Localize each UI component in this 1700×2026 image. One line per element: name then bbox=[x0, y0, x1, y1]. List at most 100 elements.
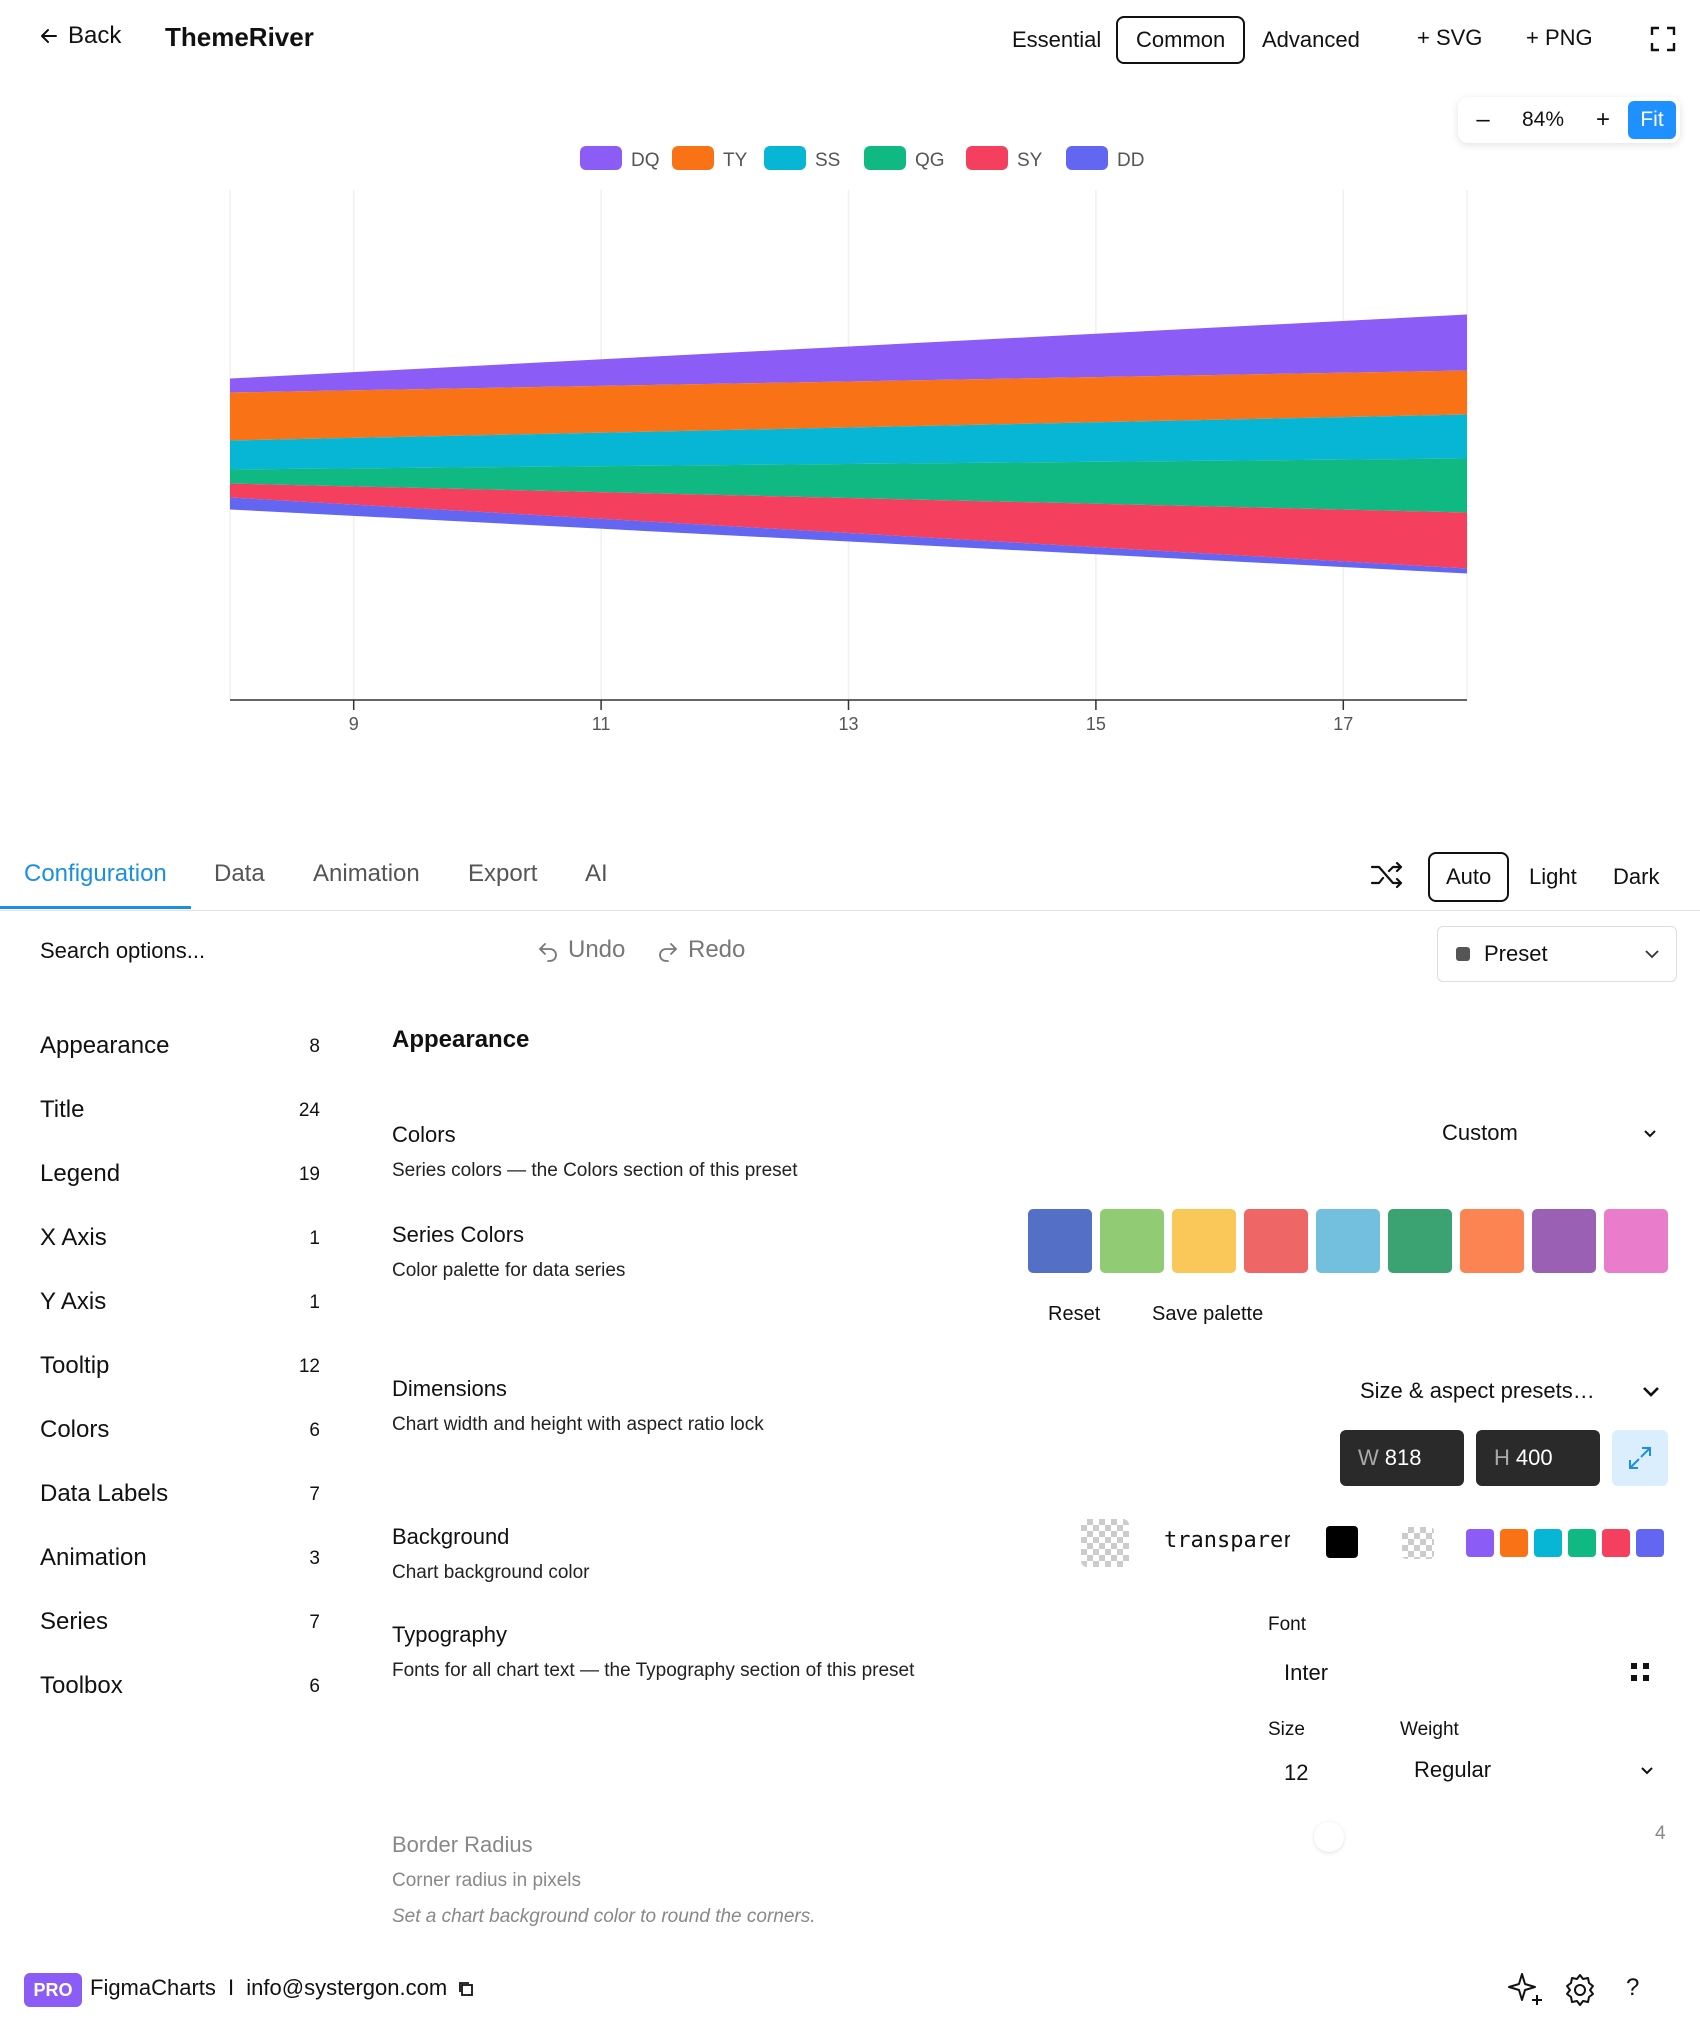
series-layer-sy[interactable] bbox=[230, 483, 1467, 569]
legend-swatch-sy[interactable] bbox=[966, 146, 1008, 170]
background-swatch[interactable] bbox=[1081, 1519, 1129, 1567]
border-radius-slider-thumb[interactable] bbox=[1314, 1822, 1344, 1852]
palette-swatch[interactable] bbox=[1388, 1209, 1452, 1273]
redo-button[interactable]: Redo bbox=[656, 936, 745, 964]
zoom-fit-button[interactable]: Fit bbox=[1628, 101, 1676, 139]
help-icon[interactable]: ? bbox=[1626, 1974, 1640, 2001]
palette-swatch[interactable] bbox=[1460, 1209, 1524, 1273]
contact-email[interactable]: info@systergon.com bbox=[246, 1975, 448, 2000]
tab-export[interactable]: Export bbox=[468, 860, 538, 887]
section-title: Appearance bbox=[392, 1026, 530, 1053]
mode-advanced-button[interactable]: Advanced bbox=[1262, 27, 1360, 52]
background-quick-swatch[interactable] bbox=[1500, 1529, 1528, 1557]
legend-label-ss[interactable]: SS bbox=[815, 150, 840, 171]
series-layer-ty[interactable] bbox=[230, 370, 1467, 441]
font-label: Font bbox=[1268, 1614, 1307, 1635]
legend-label-qg[interactable]: QG bbox=[915, 150, 945, 171]
sidebar-item-appearance[interactable]: Appearance 8 bbox=[40, 1032, 320, 1072]
theme-light-button[interactable]: Light bbox=[1529, 864, 1577, 889]
zoom-in-button[interactable]: + bbox=[1595, 106, 1610, 133]
tab-configuration[interactable]: Configuration bbox=[0, 860, 191, 909]
theme-dark-button[interactable]: Dark bbox=[1613, 864, 1660, 889]
tab-data[interactable]: Data bbox=[214, 860, 265, 887]
sidebar-item-count: 1 bbox=[309, 1292, 320, 1313]
sidebar-item-toolbox[interactable]: Toolbox 6 bbox=[40, 1672, 320, 1712]
border-radius-value: 4 bbox=[1655, 1823, 1666, 1844]
search-input[interactable]: Search options... bbox=[40, 938, 206, 963]
legend-label-sy[interactable]: SY bbox=[1017, 150, 1043, 171]
sidebar-item-count: 6 bbox=[309, 1676, 320, 1697]
size-presets-select[interactable]: Size & aspect presets… bbox=[1360, 1378, 1660, 1404]
legend-swatch-ty[interactable] bbox=[672, 146, 714, 170]
fullscreen-icon[interactable] bbox=[1650, 26, 1676, 52]
sidebar-item-colors[interactable]: Colors 6 bbox=[40, 1416, 320, 1456]
zoom-out-button[interactable]: – bbox=[1476, 106, 1490, 133]
background-quick-swatch[interactable] bbox=[1602, 1529, 1630, 1557]
grid-dots-icon[interactable] bbox=[1630, 1662, 1650, 1682]
width-field[interactable]: W 818 bbox=[1340, 1430, 1464, 1486]
x-tick-label: 17 bbox=[1333, 714, 1353, 734]
aspect-lock-button[interactable] bbox=[1612, 1430, 1668, 1486]
legend-swatch-ss[interactable] bbox=[764, 146, 806, 170]
series-layer-qg[interactable] bbox=[230, 458, 1467, 513]
add-svg-button[interactable]: + SVG bbox=[1417, 25, 1483, 50]
chevron-down-icon bbox=[1643, 1129, 1657, 1138]
background-transparent-swatch[interactable] bbox=[1402, 1527, 1434, 1559]
sidebar-item-data-labels[interactable]: Data Labels 7 bbox=[40, 1480, 320, 1520]
height-field[interactable]: H 400 bbox=[1476, 1430, 1600, 1486]
mode-common-button[interactable]: Common bbox=[1116, 16, 1246, 64]
palette-swatch[interactable] bbox=[1604, 1209, 1668, 1273]
sidebar-item-series[interactable]: Series 7 bbox=[40, 1608, 320, 1648]
shuffle-icon[interactable] bbox=[1370, 860, 1404, 890]
background-black-swatch[interactable] bbox=[1326, 1526, 1358, 1558]
undo-icon bbox=[536, 938, 560, 962]
font-select[interactable]: Inter bbox=[1284, 1660, 1329, 1685]
background-quick-swatch[interactable] bbox=[1534, 1529, 1562, 1557]
legend-label-dd[interactable]: DD bbox=[1117, 150, 1144, 171]
sidebar-item-tooltip[interactable]: Tooltip 12 bbox=[40, 1352, 320, 1392]
colors-select[interactable]: Custom bbox=[1442, 1120, 1657, 1146]
sparkles-icon[interactable] bbox=[1506, 1970, 1546, 2010]
legend-swatch-dq[interactable] bbox=[580, 146, 622, 170]
series-layer-dq[interactable] bbox=[230, 314, 1467, 393]
tab-ai[interactable]: AI bbox=[585, 860, 608, 887]
tab-animation[interactable]: Animation bbox=[313, 860, 420, 887]
undo-button[interactable]: Undo bbox=[536, 936, 625, 964]
sidebar-item-label: Y Axis bbox=[40, 1288, 107, 1315]
font-size-input[interactable]: 12 bbox=[1284, 1760, 1309, 1785]
background-input[interactable]: transparent bbox=[1164, 1528, 1290, 1553]
legend-label-dq[interactable]: DQ bbox=[631, 150, 660, 171]
palette-swatch[interactable] bbox=[1244, 1209, 1308, 1273]
theme-auto-button[interactable]: Auto bbox=[1428, 852, 1510, 902]
sidebar-item-x-axis[interactable]: X Axis 1 bbox=[40, 1224, 320, 1264]
palette-swatch[interactable] bbox=[1316, 1209, 1380, 1273]
sidebar-item-animation[interactable]: Animation 3 bbox=[40, 1544, 320, 1584]
gear-icon[interactable] bbox=[1562, 1972, 1598, 2008]
sidebar-item-legend[interactable]: Legend 19 bbox=[40, 1160, 320, 1200]
sidebar-item-title[interactable]: Title 24 bbox=[40, 1096, 320, 1136]
sidebar-item-y-axis[interactable]: Y Axis 1 bbox=[40, 1288, 320, 1328]
sidebar-item-label: Colors bbox=[40, 1416, 110, 1443]
back-button[interactable]: Back bbox=[38, 22, 121, 50]
background-quick-swatch[interactable] bbox=[1636, 1529, 1664, 1557]
typography-label: Typography bbox=[392, 1622, 507, 1647]
palette-swatch[interactable] bbox=[1100, 1209, 1164, 1273]
palette-swatch[interactable] bbox=[1172, 1209, 1236, 1273]
background-quick-swatch[interactable] bbox=[1466, 1529, 1494, 1557]
background-quick-swatch[interactable] bbox=[1568, 1529, 1596, 1557]
series-layer-ss[interactable] bbox=[230, 414, 1467, 470]
width-value: 818 bbox=[1384, 1445, 1422, 1470]
reset-palette-button[interactable]: Reset bbox=[1048, 1303, 1101, 1325]
palette-swatch[interactable] bbox=[1028, 1209, 1092, 1273]
add-png-button[interactable]: + PNG bbox=[1526, 25, 1593, 50]
legend-swatch-dd[interactable] bbox=[1066, 146, 1108, 170]
legend-swatch-qg[interactable] bbox=[864, 146, 906, 170]
copy-icon[interactable] bbox=[457, 1980, 475, 1998]
palette-swatch[interactable] bbox=[1532, 1209, 1596, 1273]
font-weight-select[interactable]: Regular bbox=[1414, 1757, 1654, 1783]
legend-label-ty[interactable]: TY bbox=[723, 150, 748, 171]
save-palette-button[interactable]: Save palette bbox=[1152, 1303, 1264, 1325]
series-layer-dd[interactable] bbox=[230, 497, 1467, 574]
preset-select[interactable]: Preset bbox=[1437, 926, 1677, 982]
mode-essential-button[interactable]: Essential bbox=[1012, 27, 1102, 52]
